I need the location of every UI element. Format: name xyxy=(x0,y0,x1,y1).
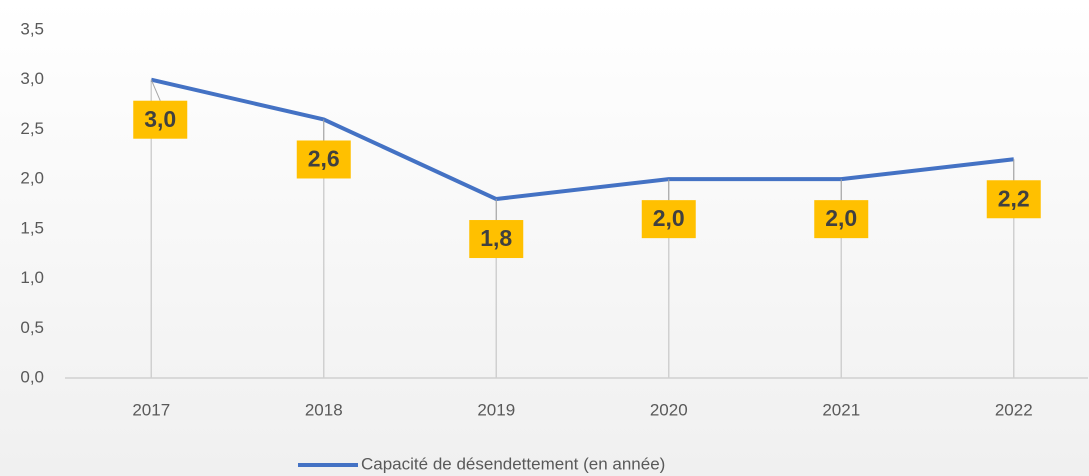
y-tick-label: 0,0 xyxy=(20,367,44,386)
y-tick-label: 1,5 xyxy=(20,218,44,237)
value-label: 2,0 xyxy=(653,205,685,231)
x-tick-label: 2017 xyxy=(132,400,170,419)
value-label: 1,8 xyxy=(480,225,512,251)
x-tick-label: 2020 xyxy=(650,400,688,419)
y-tick-label: 0,5 xyxy=(20,318,44,337)
leader-line xyxy=(150,79,161,101)
value-label: 2,6 xyxy=(308,146,340,172)
value-label-box xyxy=(814,200,869,239)
x-tick-label: 2021 xyxy=(822,400,860,419)
value-label: 2,2 xyxy=(998,185,1030,211)
legend-label: Capacité de désendettement (en année) xyxy=(361,454,665,473)
value-label-box xyxy=(469,220,524,259)
value-label-box xyxy=(986,180,1041,219)
series-line xyxy=(150,77,1014,202)
y-tick-label: 3,0 xyxy=(20,69,44,88)
y-tick-label: 2,0 xyxy=(20,169,44,188)
x-tick-label: 2018 xyxy=(305,400,343,419)
x-tick-label: 2022 xyxy=(995,400,1033,419)
value-label: 2,0 xyxy=(825,205,857,231)
x-tick-label: 2019 xyxy=(477,400,515,419)
value-label: 3,0 xyxy=(144,106,176,132)
value-label-box xyxy=(133,100,188,139)
value-label-box xyxy=(641,200,696,239)
y-tick-label: 1,0 xyxy=(20,268,44,287)
y-tick-label: 2,5 xyxy=(20,119,44,138)
y-tick-label: 3,5 xyxy=(20,19,44,38)
value-label-box xyxy=(296,140,351,179)
